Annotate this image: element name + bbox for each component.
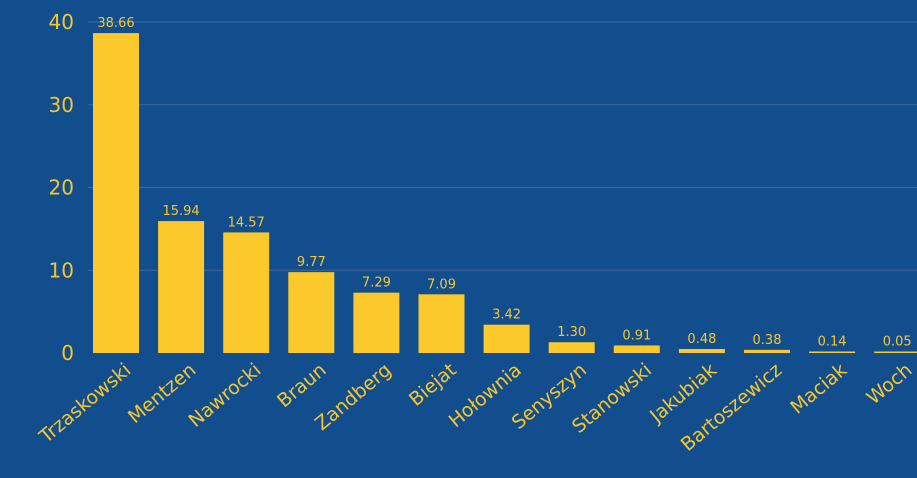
x-tick-label: Biejat	[405, 359, 461, 411]
y-tick-label: 30	[49, 93, 74, 117]
value-label: 3.42	[492, 308, 521, 323]
value-label: 15.94	[162, 204, 199, 219]
value-label: 14.57	[228, 215, 265, 230]
x-tick-label: Trzaskowski	[35, 359, 136, 448]
value-label: 9.77	[297, 255, 326, 270]
grid-layer	[88, 21, 917, 271]
bar-zandberg	[353, 292, 400, 353]
value-label: 1.30	[557, 325, 586, 340]
bar-senyszyn	[548, 342, 595, 353]
bar-hołownia	[483, 324, 530, 353]
value-label: 0.48	[687, 332, 716, 347]
bar-mentzen	[158, 221, 205, 353]
x-tick-label: Braun	[273, 359, 330, 412]
value-labels: 38.66 15.94 14.57 9.77 7.29 7.09 3.42 1.30 0.91 0…	[97, 16, 911, 349]
value-label: 7.29	[362, 276, 391, 291]
value-label: 0.05	[883, 335, 912, 350]
value-label: 0.38	[753, 333, 782, 348]
y-tick-label: 0	[61, 341, 74, 365]
x-tick-label: Nawrocki	[185, 359, 266, 432]
y-tick-label: 40	[49, 10, 74, 34]
bar-bartoszewicz	[744, 349, 790, 353]
y-tick-label: 10	[49, 258, 74, 282]
x-tick-label: Maciak	[786, 359, 851, 419]
bar-trzaskowski	[93, 33, 139, 353]
bar-biejat	[418, 294, 465, 353]
y-tick-label: 20	[49, 176, 74, 200]
value-label: 7.09	[427, 277, 456, 292]
x-tick-label: Woch	[863, 359, 917, 409]
bar-maciak	[809, 351, 856, 353]
bar-woch	[874, 351, 917, 353]
bar-stanowski	[613, 345, 660, 353]
bar-braun	[288, 272, 335, 353]
value-label: 0.14	[818, 335, 847, 350]
bar-nawrocki	[223, 232, 270, 353]
value-label: 38.66	[97, 16, 134, 31]
bars	[93, 33, 917, 353]
value-label: 0.91	[622, 328, 651, 343]
y-axis: 0 10 20 30 40	[49, 10, 74, 365]
bar-jakubiak	[678, 349, 725, 353]
